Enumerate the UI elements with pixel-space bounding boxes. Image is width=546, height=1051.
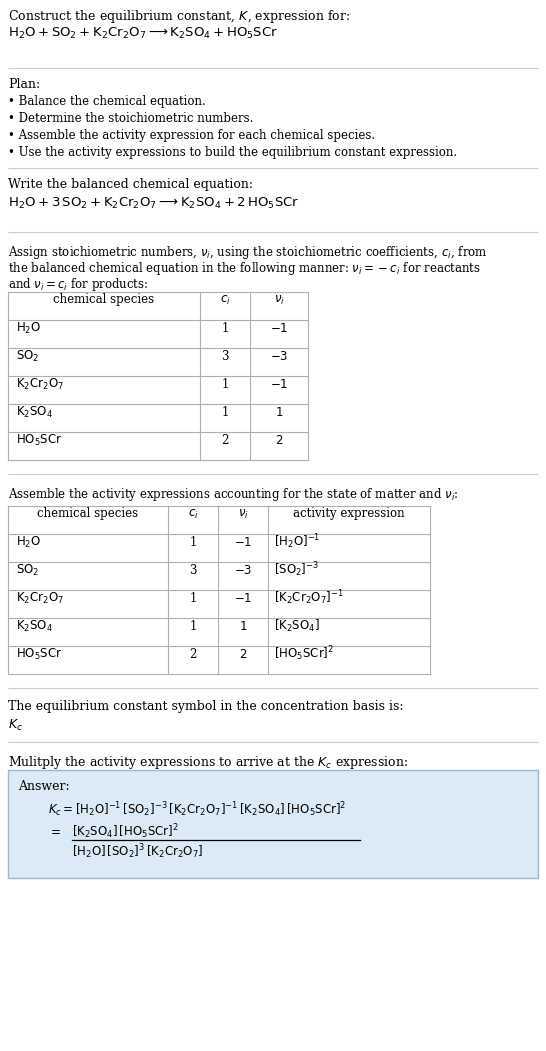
Text: 3: 3	[221, 350, 229, 363]
Text: 3: 3	[189, 563, 197, 577]
Text: $[\mathrm{H_2O}]\,[\mathrm{SO_2}]^3\,[\mathrm{K_2Cr_2O_7}]$: $[\mathrm{H_2O}]\,[\mathrm{SO_2}]^3\,[\m…	[72, 842, 203, 861]
Text: $-1$: $-1$	[234, 592, 252, 604]
Text: chemical species: chemical species	[38, 508, 139, 520]
Text: $-3$: $-3$	[234, 563, 252, 577]
Text: $[\mathrm{K_2SO_4}]$: $[\mathrm{K_2SO_4}]$	[274, 618, 320, 634]
Text: $K_c = [\mathrm{H_2O}]^{-1}\,[\mathrm{SO_2}]^{-3}\,[\mathrm{K_2Cr_2O_7}]^{-1}\,[: $K_c = [\mathrm{H_2O}]^{-1}\,[\mathrm{SO…	[48, 800, 346, 819]
Text: 1: 1	[221, 406, 229, 418]
Text: Assign stoichiometric numbers, $\nu_i$, using the stoichiometric coefficients, $: Assign stoichiometric numbers, $\nu_i$, …	[8, 244, 488, 261]
Text: $[\mathrm{K_2Cr_2O_7}]^{-1}$: $[\mathrm{K_2Cr_2O_7}]^{-1}$	[274, 589, 344, 607]
FancyBboxPatch shape	[8, 770, 538, 878]
Text: Construct the equilibrium constant, $K$, expression for:: Construct the equilibrium constant, $K$,…	[8, 8, 350, 25]
Text: chemical species: chemical species	[54, 293, 155, 307]
Text: $\mathrm{K_2Cr_2O_7}$: $\mathrm{K_2Cr_2O_7}$	[16, 591, 64, 605]
Text: $2$: $2$	[239, 647, 247, 660]
Text: $[\mathrm{H_2O}]^{-1}$: $[\mathrm{H_2O}]^{-1}$	[274, 533, 321, 552]
Text: the balanced chemical equation in the following manner: $\nu_i = -c_i$ for react: the balanced chemical equation in the fo…	[8, 260, 481, 277]
Text: $\mathrm{K_2SO_4}$: $\mathrm{K_2SO_4}$	[16, 618, 53, 634]
Text: activity expression: activity expression	[293, 508, 405, 520]
Text: $2$: $2$	[275, 433, 283, 447]
Text: Assemble the activity expressions accounting for the state of matter and $\nu_i$: Assemble the activity expressions accoun…	[8, 486, 459, 503]
Text: Write the balanced chemical equation:: Write the balanced chemical equation:	[8, 178, 253, 191]
Text: 2: 2	[221, 433, 229, 447]
Text: $-1$: $-1$	[234, 536, 252, 549]
Text: $\mathrm{H_2O}$: $\mathrm{H_2O}$	[16, 535, 41, 550]
Text: $1$: $1$	[239, 619, 247, 633]
Text: Mulitply the activity expressions to arrive at the $K_c$ expression:: Mulitply the activity expressions to arr…	[8, 754, 408, 771]
Text: • Determine the stoichiometric numbers.: • Determine the stoichiometric numbers.	[8, 112, 253, 125]
Text: $\mathrm{H_2O + SO_2 + K_2Cr_2O_7 \longrightarrow K_2SO_4 + HO_5SCr}$: $\mathrm{H_2O + SO_2 + K_2Cr_2O_7 \longr…	[8, 26, 278, 41]
Text: 1: 1	[189, 619, 197, 633]
Text: • Assemble the activity expression for each chemical species.: • Assemble the activity expression for e…	[8, 129, 375, 142]
Text: $\mathrm{K_2Cr_2O_7}$: $\mathrm{K_2Cr_2O_7}$	[16, 376, 64, 392]
Text: $-1$: $-1$	[270, 377, 288, 391]
Text: 1: 1	[189, 592, 197, 604]
Text: $=$: $=$	[48, 824, 61, 837]
Text: $c_i$: $c_i$	[219, 293, 230, 307]
Text: $[\mathrm{SO_2}]^{-3}$: $[\mathrm{SO_2}]^{-3}$	[274, 560, 319, 579]
Text: $\nu_i$: $\nu_i$	[274, 293, 284, 307]
Text: $-3$: $-3$	[270, 350, 288, 363]
Text: $\nu_i$: $\nu_i$	[238, 508, 248, 520]
Text: Answer:: Answer:	[18, 780, 70, 794]
Text: $[\mathrm{K_2SO_4}]\,[\mathrm{HO_5SCr}]^2$: $[\mathrm{K_2SO_4}]\,[\mathrm{HO_5SCr}]^…	[72, 822, 179, 841]
Text: 2: 2	[189, 647, 197, 660]
Text: 1: 1	[221, 377, 229, 391]
Text: Plan:: Plan:	[8, 78, 40, 91]
Text: • Use the activity expressions to build the equilibrium constant expression.: • Use the activity expressions to build …	[8, 146, 457, 159]
Text: 1: 1	[189, 536, 197, 549]
Text: $[\mathrm{HO_5SCr}]^2$: $[\mathrm{HO_5SCr}]^2$	[274, 644, 334, 663]
Text: $\mathrm{K_2SO_4}$: $\mathrm{K_2SO_4}$	[16, 405, 53, 419]
Text: $c_i$: $c_i$	[188, 508, 198, 520]
Text: $\mathrm{SO_2}$: $\mathrm{SO_2}$	[16, 349, 39, 364]
Text: The equilibrium constant symbol in the concentration basis is:: The equilibrium constant symbol in the c…	[8, 700, 403, 713]
Text: $1$: $1$	[275, 406, 283, 418]
Text: $\mathrm{HO_5SCr}$: $\mathrm{HO_5SCr}$	[16, 432, 62, 448]
Text: $K_c$: $K_c$	[8, 718, 23, 734]
Text: $\mathrm{SO_2}$: $\mathrm{SO_2}$	[16, 562, 39, 578]
Text: • Balance the chemical equation.: • Balance the chemical equation.	[8, 95, 206, 108]
Text: $\mathrm{H_2O + 3\,SO_2 + K_2Cr_2O_7 \longrightarrow K_2SO_4 + 2\,HO_5SCr}$: $\mathrm{H_2O + 3\,SO_2 + K_2Cr_2O_7 \lo…	[8, 195, 299, 211]
Text: $\mathrm{H_2O}$: $\mathrm{H_2O}$	[16, 321, 41, 335]
Text: $-1$: $-1$	[270, 322, 288, 334]
Text: and $\nu_i = c_i$ for products:: and $\nu_i = c_i$ for products:	[8, 276, 149, 293]
Text: $\mathrm{HO_5SCr}$: $\mathrm{HO_5SCr}$	[16, 646, 62, 661]
Text: 1: 1	[221, 322, 229, 334]
